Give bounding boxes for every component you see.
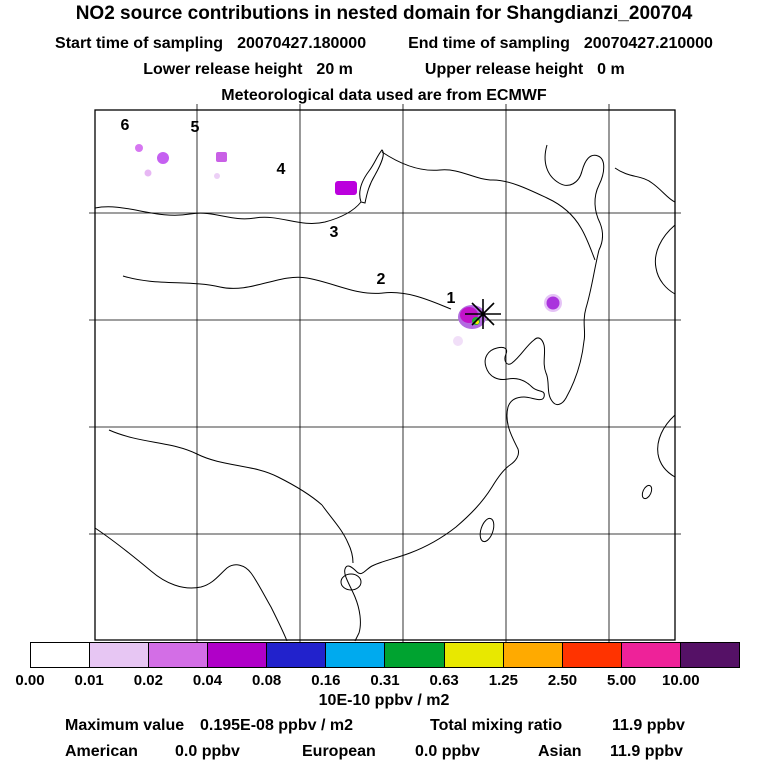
- colorbar-cell: [384, 643, 444, 667]
- grid-lines: [89, 104, 681, 646]
- trajectory-label-1: 1: [447, 290, 456, 307]
- colorbar-tick-label: 0.01: [74, 672, 104, 689]
- concentration-blob: [216, 152, 227, 162]
- kyushu-island: [641, 484, 653, 500]
- start-time-label: Start time of sampling: [55, 35, 224, 52]
- release-heights-line: Lower release height 20 m Upper release …: [0, 61, 768, 79]
- colorbar-cell: [443, 643, 503, 667]
- taiwan-island: [479, 517, 495, 543]
- colorbar-units: 10E-10 ppbv / m2: [318, 692, 450, 709]
- himalaya-border: [108, 429, 323, 506]
- colorbar-ticks: 0.00 0.01 0.02 0.04 0.08 0.16 0.31 0.63 1.25 2.50…: [15, 672, 740, 690]
- concentration-blob: [546, 296, 560, 310]
- bay-of-bengal-coast: [94, 527, 288, 642]
- upper-release-value: 0 m: [597, 61, 625, 78]
- colorbar-cell: [561, 643, 621, 667]
- concentration-blob: [144, 169, 152, 177]
- total-mixing-ratio-label: Total mixing ratio: [430, 717, 563, 734]
- colorbar-tick-label: 0.08: [252, 672, 282, 689]
- met-data-line: Meteorological data used are from ECMWF: [0, 87, 768, 105]
- concentration-field: [135, 144, 562, 346]
- colorbar-tick-label: 0.04: [192, 672, 223, 689]
- concentration-blob: [335, 181, 357, 195]
- border-east-of-lake: [381, 151, 596, 261]
- region-european-value: 0.0 ppbv: [415, 743, 480, 760]
- map-canvas: 1 2 3 4 5 6: [89, 104, 681, 646]
- colorbar-cell: [89, 643, 149, 667]
- colorbar-tick-label: 1.25: [488, 672, 518, 689]
- concentration-blob: [135, 144, 143, 152]
- max-value: 0.195E-08 ppbv / m2: [200, 717, 353, 734]
- colorbar-cell: [679, 643, 739, 667]
- colorbar-tick-label: 10.00: [662, 672, 700, 689]
- trajectory-label-4: 4: [277, 161, 286, 178]
- colorbar-tick-label: 0.02: [133, 672, 163, 689]
- colorbar-cell: [266, 643, 326, 667]
- okhotsk-north-coast: [614, 167, 676, 203]
- region-asian-label: Asian: [538, 743, 582, 760]
- max-value-label: Maximum value: [65, 717, 185, 734]
- concentration-blob: [157, 152, 169, 164]
- lower-release-label: Lower release height: [143, 61, 303, 78]
- colorbar-tick-label: 2.50: [547, 672, 578, 689]
- page-title: NO2 source contributions in nested domai…: [75, 3, 693, 24]
- met-source-text: Meteorological data used are from ECMWF: [221, 87, 547, 104]
- receptor-star-icon: [465, 299, 501, 329]
- colorbar-tick-label: 0.00: [15, 672, 45, 689]
- region-american-value: 0.0 ppbv: [175, 743, 240, 760]
- end-time-label: End time of sampling: [408, 35, 570, 52]
- map-border: [94, 109, 676, 641]
- okhotsk-coast: [544, 144, 605, 251]
- japan-coast: [657, 414, 676, 478]
- region-american-label: American: [65, 743, 138, 760]
- upper-release-label: Upper release height: [424, 61, 584, 78]
- sakhalin-coast: [654, 224, 676, 295]
- trajectory-label-2: 2: [377, 271, 386, 288]
- trajectory-labels: 1 2 3 4 5 6: [121, 117, 456, 307]
- start-time-value: 20070427.180000: [237, 35, 367, 52]
- end-time-value: 20070427.210000: [583, 35, 713, 52]
- map-panel: 1 2 3 4 5 6: [89, 104, 681, 646]
- coastlines: [94, 144, 676, 642]
- region-asian-value: 11.9 ppbv: [610, 743, 683, 760]
- colorbar: [30, 642, 740, 668]
- trajectory-label-5: 5: [191, 119, 200, 136]
- indochina-border: [321, 504, 354, 564]
- hainan-island: [340, 573, 362, 591]
- sampling-times-line: Start time of sampling 20070427.180000 E…: [0, 35, 768, 53]
- mongolia-south-border: [122, 275, 452, 310]
- colorbar-cell: [325, 643, 385, 667]
- colorbar-cell: [620, 643, 680, 667]
- lower-release-value: 20 m: [316, 61, 353, 78]
- concentration-blob: [214, 173, 220, 179]
- region-european-label: European: [302, 743, 376, 760]
- east-asia-coast: [344, 249, 600, 642]
- trajectory-label-6: 6: [121, 117, 130, 134]
- colorbar-tick-label: 0.63: [429, 672, 459, 689]
- trajectory-label-3: 3: [330, 224, 339, 241]
- colorbar-cell: [148, 643, 208, 667]
- border-north-west: [94, 201, 362, 224]
- colorbar-tick-label: 0.31: [370, 672, 400, 689]
- colorbar-cell: [207, 643, 267, 667]
- colorbar-cell: [31, 643, 90, 667]
- total-mixing-ratio-value: 11.9 ppbv: [612, 717, 685, 734]
- colorbar-tick-label: 5.00: [607, 672, 637, 689]
- colorbar-tick-label: 0.16: [311, 672, 341, 689]
- concentration-blob: [453, 336, 463, 346]
- colorbar-cell: [502, 643, 562, 667]
- lake-baikal: [359, 149, 384, 204]
